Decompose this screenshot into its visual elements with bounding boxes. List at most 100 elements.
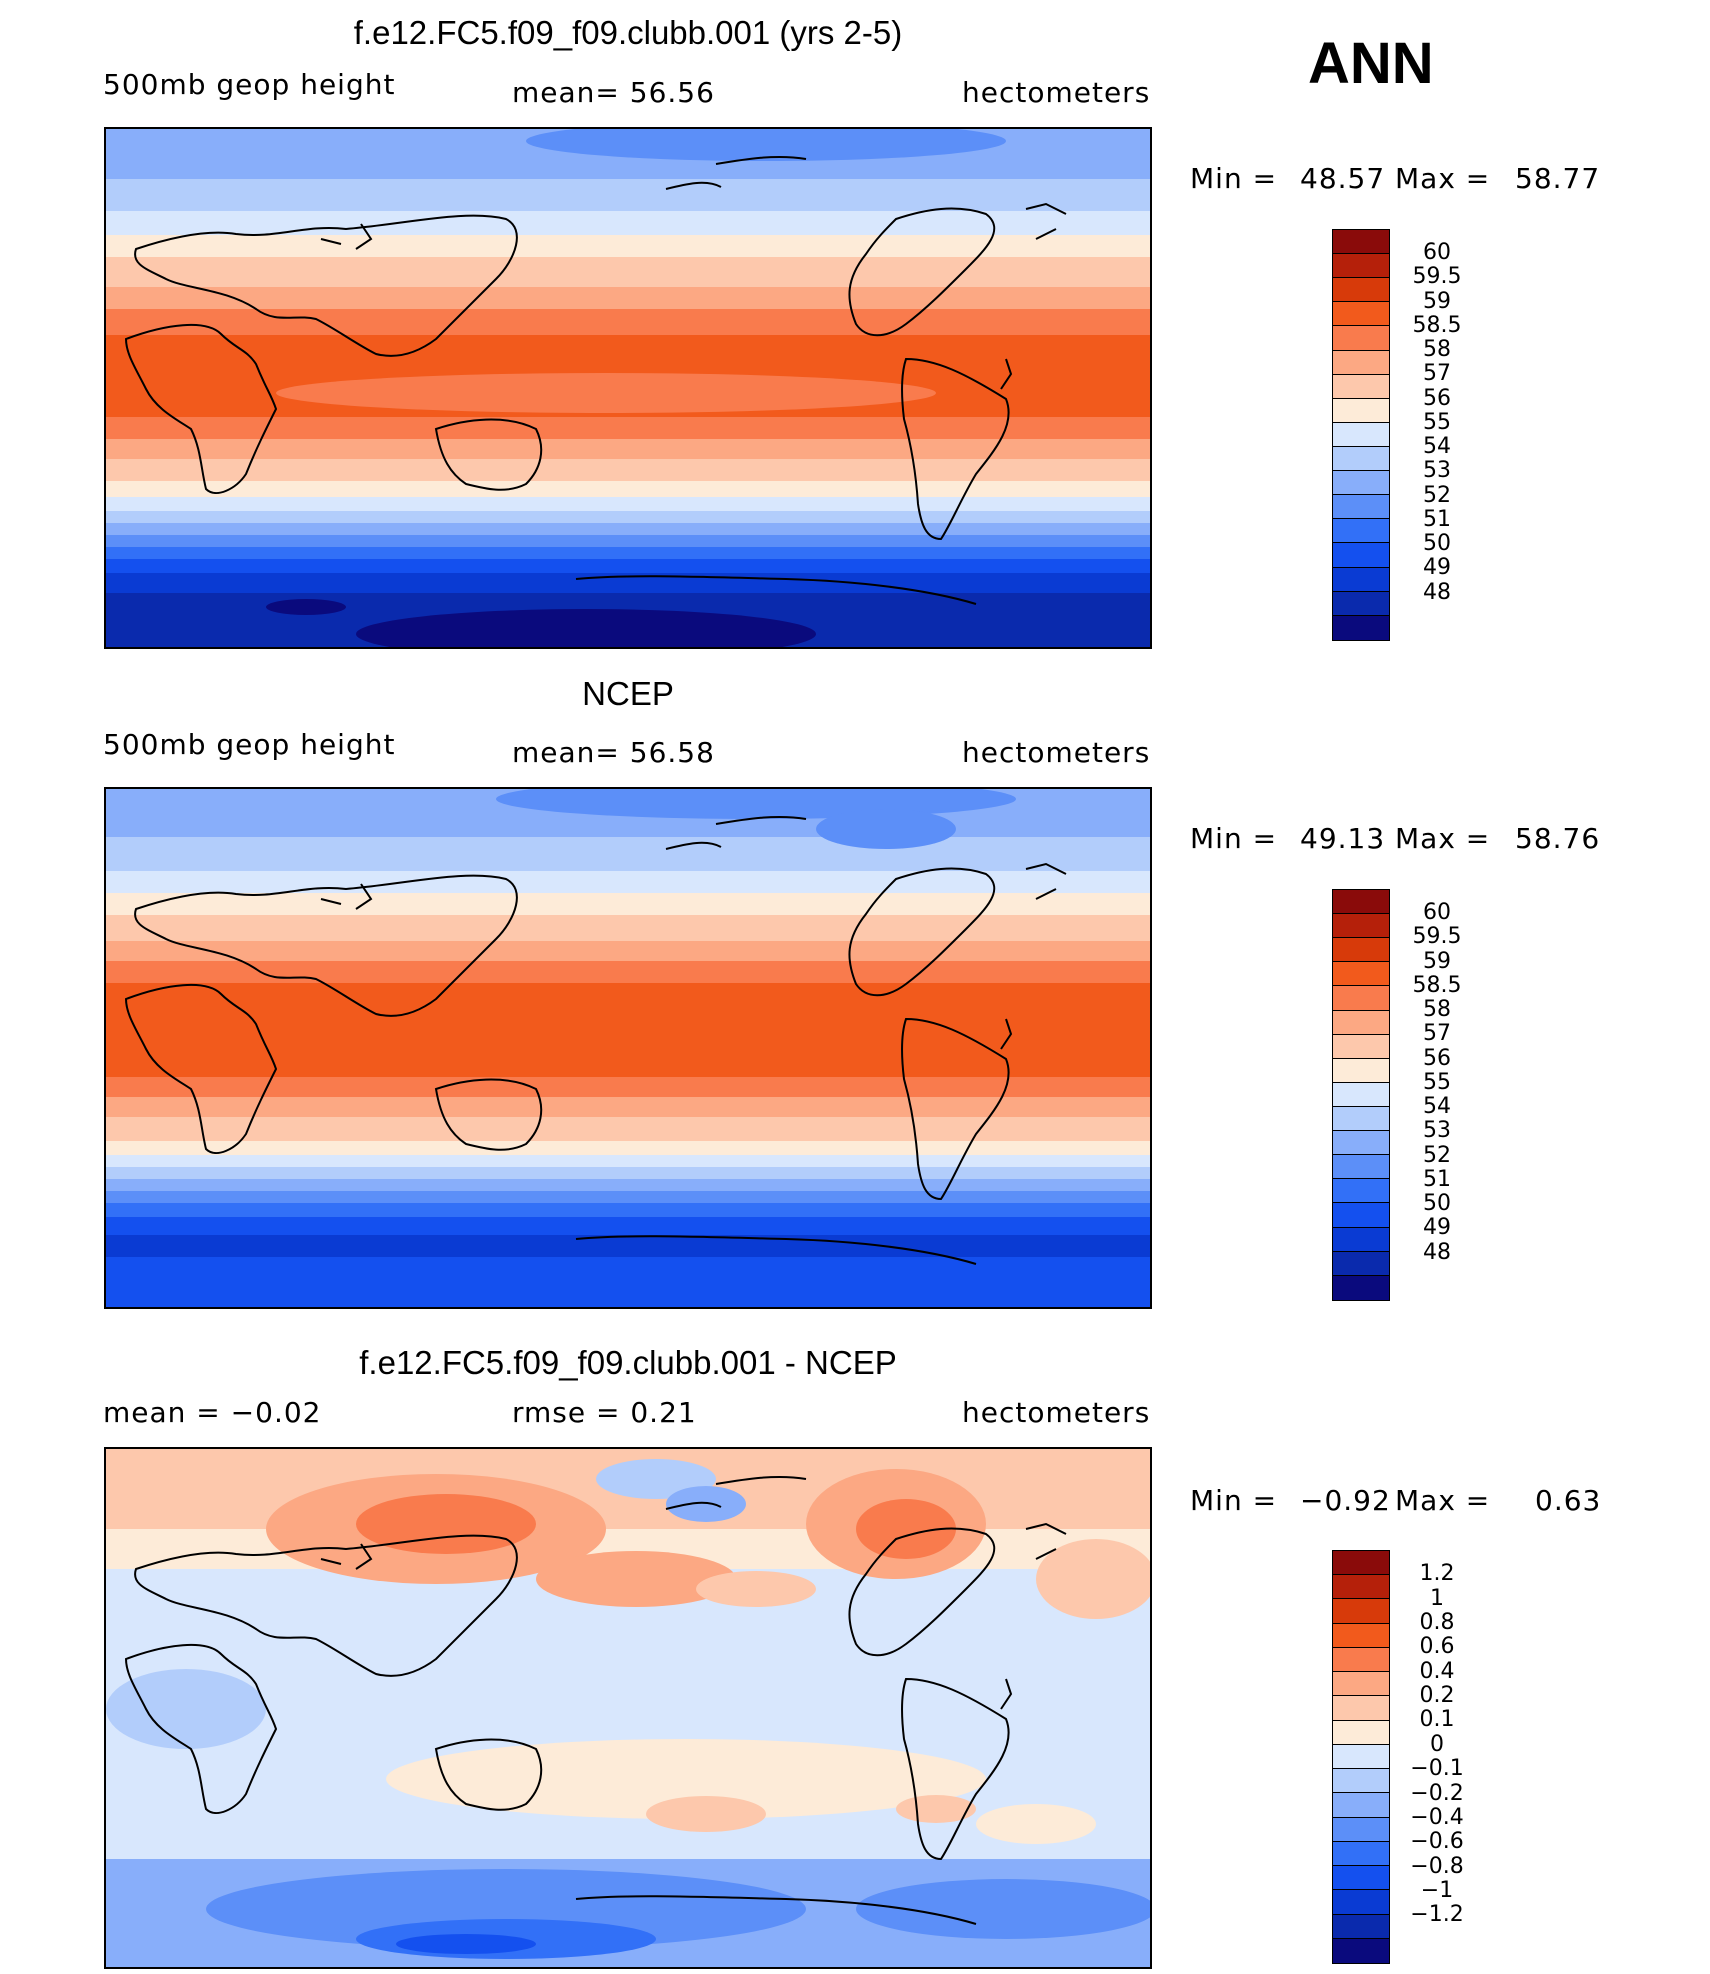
zone bbox=[526, 129, 1006, 161]
panel-1-title: f.e12.FC5.f09_f09.clubb.001 (yrs 2-5) bbox=[353, 14, 903, 51]
zone bbox=[106, 1077, 1150, 1097]
panel-2-max-label: Max = bbox=[1395, 822, 1491, 855]
colorbar-segment bbox=[1333, 1058, 1389, 1083]
legend-tick-label: 0.1 bbox=[1419, 1707, 1455, 1733]
zone bbox=[106, 961, 1150, 983]
legend-tick-label: 49 bbox=[1423, 555, 1451, 581]
zone bbox=[106, 559, 1150, 573]
colorbar-segment bbox=[1333, 567, 1389, 592]
colorbar-segment bbox=[1333, 495, 1389, 520]
zone bbox=[106, 211, 1150, 235]
colorbar-segment bbox=[1333, 1914, 1389, 1939]
coastlines bbox=[124, 155, 1067, 605]
legend-tick-label: 48 bbox=[1423, 1239, 1451, 1265]
legend-tick-label: 53 bbox=[1423, 458, 1451, 484]
zone bbox=[106, 983, 1150, 1077]
zone bbox=[856, 1499, 956, 1559]
zone bbox=[206, 1869, 806, 1949]
zone bbox=[106, 837, 1150, 871]
panel-1-colorbar bbox=[1332, 229, 1390, 641]
legend-tick-label: 54 bbox=[1423, 434, 1451, 460]
panel-2-max-value: 58.76 bbox=[1515, 822, 1601, 855]
zone bbox=[106, 1179, 1150, 1191]
panel-2-units: hectometers bbox=[962, 736, 1151, 769]
zone bbox=[106, 915, 1150, 941]
colorbar-segment bbox=[1333, 914, 1389, 939]
zone bbox=[386, 1739, 986, 1819]
zone bbox=[106, 179, 1150, 211]
zone bbox=[976, 1804, 1096, 1844]
colorbar-segment bbox=[1333, 326, 1389, 351]
zone bbox=[106, 941, 1150, 961]
panel-3-min-value: −0.92 bbox=[1300, 1484, 1391, 1517]
zone bbox=[106, 893, 1150, 915]
colorbar-segment bbox=[1333, 350, 1389, 375]
zone bbox=[106, 1097, 1150, 1117]
legend-tick-label: 59 bbox=[1423, 288, 1451, 314]
zone bbox=[106, 235, 1150, 257]
legend-tick-label: −0.6 bbox=[1410, 1829, 1464, 1855]
zone bbox=[106, 287, 1150, 309]
panel-3-map bbox=[104, 1447, 1152, 1969]
panel-3-units: hectometers bbox=[962, 1396, 1151, 1429]
colorbar-segment bbox=[1333, 1227, 1389, 1252]
legend-tick-label: −0.1 bbox=[1410, 1756, 1464, 1782]
colorbar-segment bbox=[1333, 1010, 1389, 1035]
zone bbox=[856, 1879, 1150, 1939]
zone bbox=[106, 1235, 1150, 1257]
legend-tick-label: −1 bbox=[1420, 1877, 1454, 1903]
legend-tick-label: 50 bbox=[1423, 531, 1451, 557]
legend-tick-label: 52 bbox=[1423, 482, 1451, 508]
panel-3-rmse: rmse = 0.21 bbox=[512, 1396, 697, 1429]
colorbar-segment bbox=[1333, 1275, 1389, 1300]
zone bbox=[106, 1191, 1150, 1203]
colorbar-segment bbox=[1333, 615, 1389, 640]
panel-3-max-value: 0.63 bbox=[1535, 1484, 1602, 1517]
colorbar-segment bbox=[1333, 398, 1389, 423]
panel-3-min-label: Min = bbox=[1190, 1484, 1278, 1517]
legend-tick-label: 0.2 bbox=[1419, 1683, 1455, 1709]
colorbar-segment bbox=[1333, 1551, 1389, 1576]
zone bbox=[106, 1141, 1150, 1155]
zone bbox=[696, 1571, 816, 1607]
legend-tick-label: 53 bbox=[1423, 1118, 1451, 1144]
zone bbox=[106, 573, 1150, 593]
zone bbox=[106, 1257, 1150, 1307]
colorbar-segment bbox=[1333, 1179, 1389, 1204]
zone bbox=[356, 609, 816, 647]
zone bbox=[646, 1796, 766, 1832]
colorbar-segment bbox=[1333, 1575, 1389, 1600]
colorbar-segment bbox=[1333, 1866, 1389, 1891]
panel-2-min-value: 49.13 bbox=[1300, 822, 1386, 855]
legend-tick-label: 55 bbox=[1423, 1069, 1451, 1095]
zone bbox=[1036, 1539, 1150, 1619]
colorbar-segment bbox=[1333, 1841, 1389, 1867]
zone bbox=[106, 1117, 1150, 1141]
colorbar-segment bbox=[1333, 890, 1389, 915]
panel-3-colorbar bbox=[1332, 1550, 1390, 1964]
panel-1-min-label: Min = bbox=[1190, 162, 1278, 195]
colorbar-segment bbox=[1333, 446, 1389, 472]
colorbar-segment bbox=[1333, 422, 1389, 447]
colorbar-segment bbox=[1333, 938, 1389, 963]
colorbar-segment bbox=[1333, 254, 1389, 279]
zone bbox=[106, 309, 1150, 335]
zone bbox=[106, 1203, 1150, 1217]
panel-3-max-label: Max = bbox=[1395, 1484, 1491, 1517]
zone bbox=[106, 417, 1150, 439]
zone bbox=[816, 809, 956, 849]
colorbar-segment bbox=[1333, 962, 1389, 987]
legend-tick-label: 59.5 bbox=[1412, 924, 1462, 950]
panel-2-variable: 500mb geop height bbox=[103, 728, 396, 761]
colorbar-segment bbox=[1333, 1623, 1389, 1648]
panel-2-title: NCEP bbox=[582, 675, 674, 712]
legend-tick-label: 58 bbox=[1423, 337, 1451, 363]
coastlines bbox=[124, 815, 1067, 1265]
panel-1-mean: mean= 56.56 bbox=[512, 76, 715, 109]
colorbar-segment bbox=[1333, 591, 1389, 616]
colorbar-segment bbox=[1333, 1155, 1389, 1180]
colorbar-segment bbox=[1333, 986, 1389, 1011]
panel-2-colorbar bbox=[1332, 889, 1390, 1301]
legend-tick-label: 0.6 bbox=[1419, 1634, 1455, 1660]
colorbar-segment bbox=[1333, 1672, 1389, 1697]
